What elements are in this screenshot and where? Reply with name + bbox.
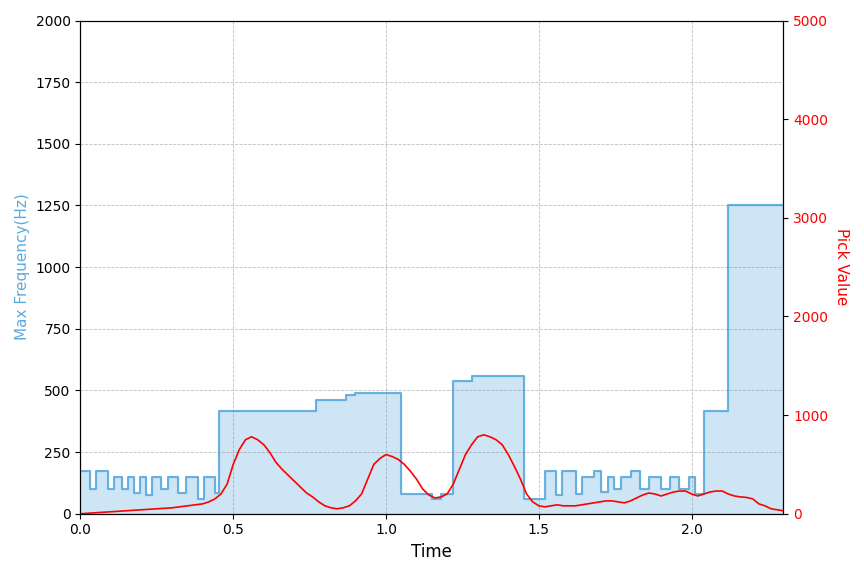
X-axis label: Time: Time [411, 543, 452, 561]
Y-axis label: Max Frequency(Hz): Max Frequency(Hz) [15, 194, 30, 340]
Y-axis label: Pick Value: Pick Value [834, 229, 849, 306]
